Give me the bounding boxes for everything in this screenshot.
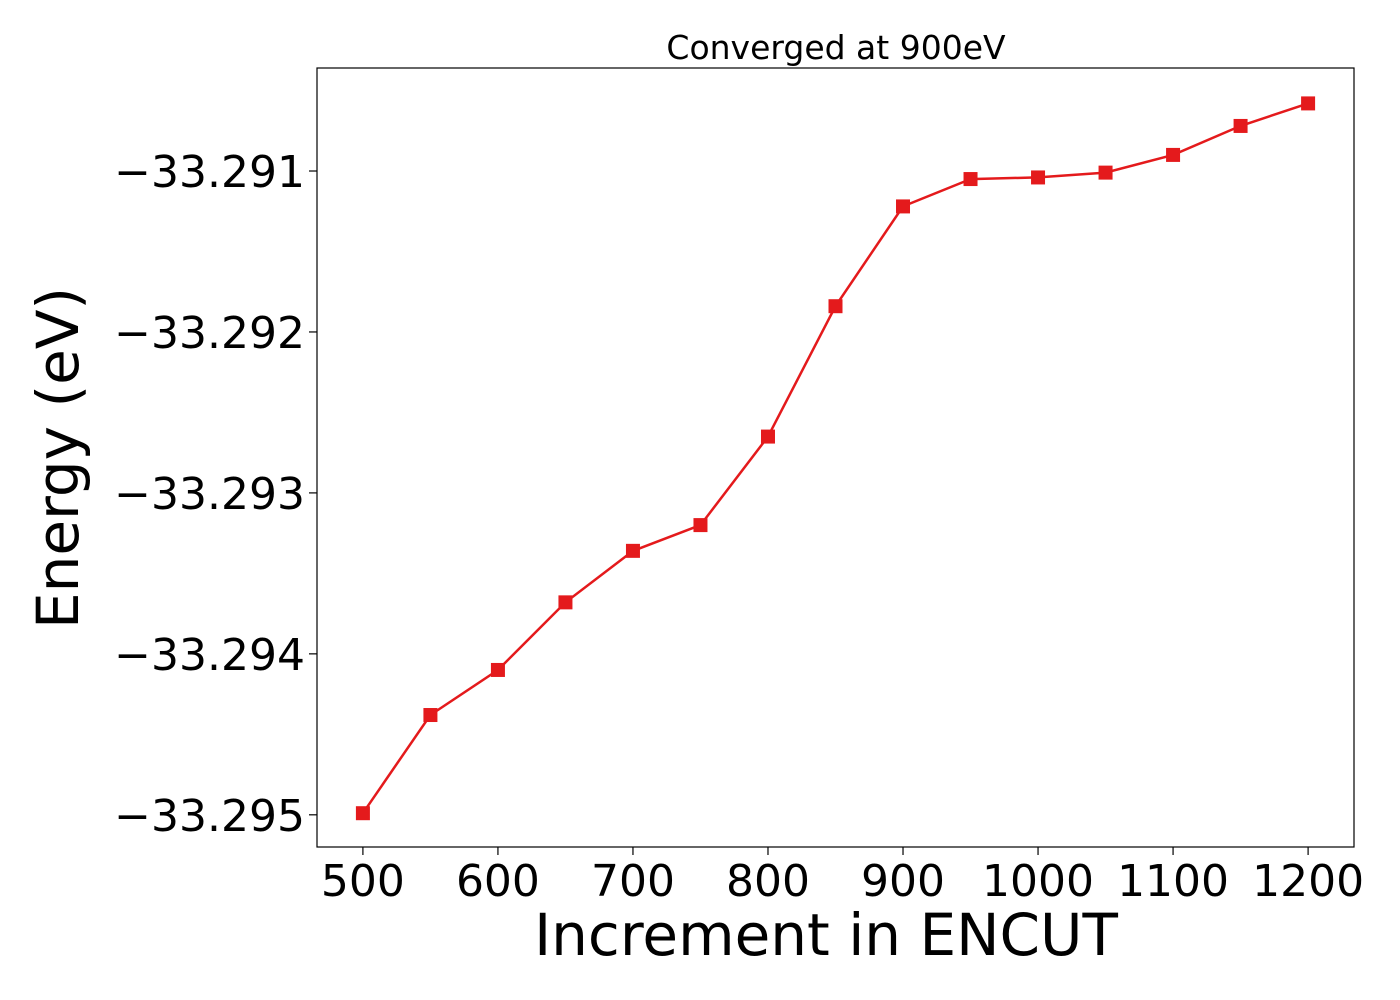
data-point-marker [1233,118,1248,133]
data-point-marker [1098,165,1113,180]
series-markers [355,96,1316,821]
data-point-marker [828,299,843,314]
data-point-marker [693,518,708,533]
data-point-marker [896,199,911,214]
x-axis-label: Increment in ENCUT [534,901,1118,969]
y-tick-label: −33.294 [114,630,305,681]
data-point-marker [625,543,640,558]
data-point-marker [1166,147,1181,162]
x-tick-label: 1200 [1252,856,1364,907]
x-tick-label: 600 [456,856,540,907]
x-tick-label: 1000 [982,856,1094,907]
y-tick-label: −33.292 [114,308,305,359]
y-axis-ticks: −33.295 −33.294 −33.293 −33.292 −33.291 [114,147,317,842]
data-point-marker [760,429,775,444]
data-point-marker [963,172,978,187]
x-tick-label: 800 [726,856,810,907]
data-point-marker [490,662,505,677]
plot-area-frame [316,67,1355,848]
data-point-marker [355,806,370,821]
data-point-marker [558,595,573,610]
chart-title: Converged at 900eV [666,28,1006,67]
y-tick-label: −33.291 [114,147,305,198]
x-axis-ticks: 500 600 700 800 900 1000 1100 1200 [321,847,1364,907]
y-tick-label: −33.293 [114,469,305,520]
y-axis-label: Energy (eV) [24,287,92,629]
data-point-marker [1031,170,1046,185]
x-tick-label: 900 [861,856,945,907]
x-tick-label: 700 [591,856,675,907]
x-tick-label: 1100 [1117,856,1229,907]
series-line [361,102,1309,814]
x-tick-label: 500 [321,856,405,907]
y-tick-label: −33.295 [114,791,305,842]
data-point-marker [423,708,438,723]
data-point-marker [1301,96,1316,111]
